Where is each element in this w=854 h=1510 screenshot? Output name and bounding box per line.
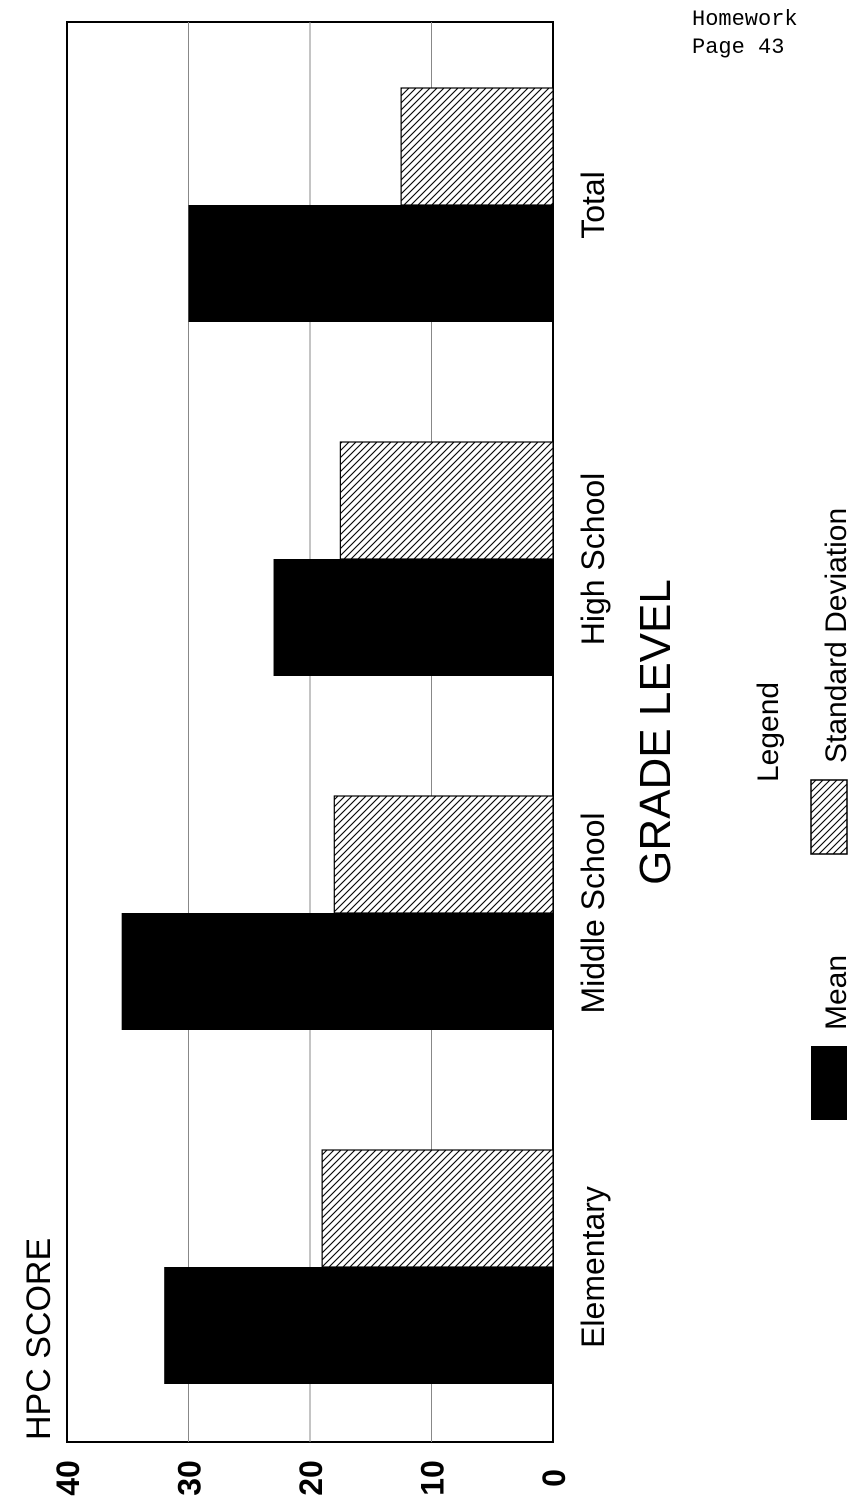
page-header: Homework Page 43 [692,6,798,62]
legend-swatch-stddev [810,779,848,855]
bar-mean [164,1267,553,1384]
y-tick-label: 40 [50,1460,86,1496]
bar-mean [188,205,553,322]
bar-stddev [321,1149,554,1268]
y-axis-title: HPC SCORE [20,1238,58,1440]
category-labels: Elementary Middle School High School Total [575,171,611,1348]
x-axis-title: GRADE LEVEL [631,579,680,885]
header-line-2: Page 43 [692,35,785,60]
header-line-1: Homework [692,7,798,32]
category-label: Middle School [575,813,611,1014]
bar-stddev [333,795,554,914]
y-tick-label: 20 [293,1460,329,1496]
legend-title: Legend [752,682,785,782]
category-label: Total [575,171,611,239]
y-tick-label: 10 [415,1460,451,1496]
bar-stddev [400,87,554,206]
category-label: High School [575,473,611,646]
y-tick-label: 30 [172,1460,208,1496]
y-tick-labels: 0 10 20 30 40 [50,1460,572,1496]
bar-stddev [339,441,554,560]
legend: Legend Mean Standard Deviation [752,508,853,1120]
bar-mean [121,913,554,1030]
y-tick-label: 0 [536,1469,572,1487]
bar-mean [273,559,553,676]
legend-swatch-mean [811,1046,847,1120]
legend-label-mean: Mean [820,955,853,1030]
bars [121,87,554,1384]
legend-label-stddev: Standard Deviation [820,508,853,763]
category-label: Elementary [575,1186,611,1348]
